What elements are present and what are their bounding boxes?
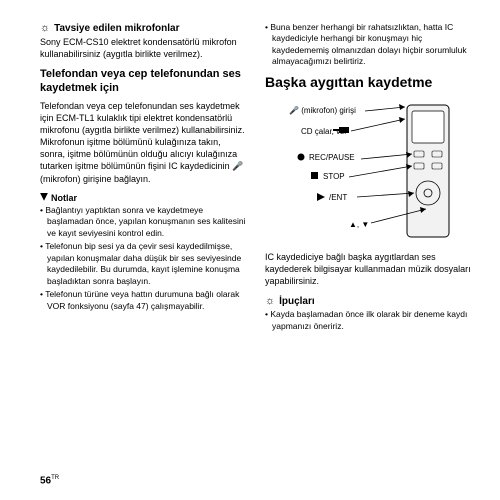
list-item: Telefonun bip sesi ya da çevir sesi kayd…	[40, 241, 247, 287]
top-bullet-list: Buna benzer herhangi bir rahatsızlıktan,…	[265, 22, 472, 68]
big-heading: Başka aygıttan kaydetme	[265, 74, 472, 91]
tips-list: Kayda başlamadan önce ilk olarak bir den…	[265, 309, 472, 332]
page-number: 56TR	[40, 475, 59, 486]
tips-heading-text: İpuçları	[279, 296, 315, 307]
list-item: Telefonun türüne veya hattın durumuna ba…	[40, 289, 247, 312]
tip-heading: ☼ Tavsiye edilen mikrofonlar	[40, 22, 247, 34]
section-heading: Telefondan veya cep telefonundan ses kay…	[40, 68, 247, 96]
list-item: Buna benzer herhangi bir rahatsızlıktan,…	[265, 22, 472, 68]
diagram-rec-label: REC/PAUSE	[309, 153, 355, 162]
tip-body: Sony ECM-CS10 elektret kondensatörlü mik…	[40, 36, 247, 60]
note-icon	[40, 193, 48, 201]
list-item: Bağlantıyı yaptıktan sonra ve kaydetmeye…	[40, 205, 247, 239]
section-body: Telefondan veya cep telefonundan ses kay…	[40, 100, 247, 185]
diagram-stop-label: STOP	[323, 172, 345, 181]
notes-heading-text: Notlar	[51, 193, 77, 203]
diagram-ent-label: /ENT	[329, 193, 347, 202]
page-number-value: 56	[40, 475, 51, 486]
tips-heading: ☼ İpuçları	[265, 295, 472, 307]
notes-list: Bağlantıyı yaptıktan sonra ve kaydetmeye…	[40, 205, 247, 312]
svg-text:🎤 (mikrofon) girişi: 🎤 (mikrofon) girişi	[289, 105, 356, 115]
tip-heading-text: Tavsiye edilen mikrofonlar	[54, 23, 179, 34]
bulb-icon: ☼	[40, 22, 50, 34]
diagram-arrows-label: ▲, ▼	[349, 220, 369, 229]
device-diagram: 🎤 (mikrofon) girişi CD çalar, vs. REC/PA…	[265, 101, 472, 241]
diagram-mic-label: (mikrofon) girişi	[301, 106, 356, 115]
bulb-icon: ☼	[265, 295, 275, 307]
page-number-suffix: TR	[51, 475, 59, 481]
under-diagram-text: IC kaydediciye bağlı başka aygıtlardan s…	[265, 251, 472, 287]
list-item: Kayda başlamadan önce ilk olarak bir den…	[265, 309, 472, 332]
notes-heading: Notlar	[40, 193, 247, 203]
